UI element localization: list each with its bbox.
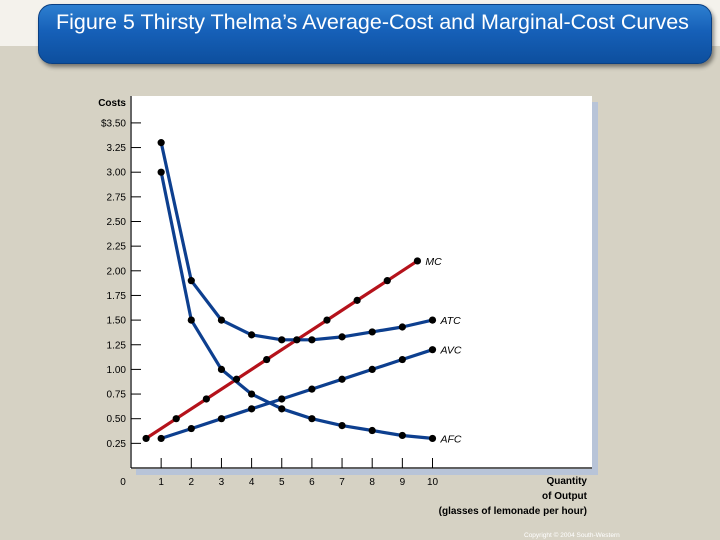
y-tick-label: 3.25: [107, 143, 127, 154]
series-label-avc: AVC: [440, 345, 462, 357]
copyright-text: Copyright © 2004 South-Western: [524, 532, 620, 539]
x-tick-label: 4: [249, 477, 255, 488]
data-point-afc: [308, 415, 316, 423]
y-axis-label: Costs: [98, 98, 126, 109]
x-tick-label: 9: [400, 477, 406, 488]
y-tick-label: 3.00: [107, 168, 127, 179]
data-point-mc: [142, 434, 150, 443]
x-tick-label: 2: [189, 477, 195, 488]
x-axis-label-line: of Output: [542, 491, 588, 502]
data-point-mc: [172, 415, 180, 423]
data-point-avc: [338, 375, 346, 383]
title-bar: [38, 4, 712, 64]
data-point-atc: [428, 316, 437, 324]
data-point-avc: [278, 395, 286, 403]
data-point-mc: [383, 277, 391, 285]
data-point-afc: [248, 390, 256, 398]
data-point-afc: [217, 365, 226, 373]
plot-panel: [130, 96, 592, 469]
y-tick-label: 0.75: [107, 390, 127, 401]
data-point-avc: [187, 424, 195, 433]
y-tick-label: 0.50: [107, 414, 127, 425]
x-axis-label-line: Quantity: [546, 476, 587, 487]
data-point-atc: [187, 277, 195, 285]
y-tick-label: 2.50: [107, 217, 127, 228]
y-tick-label: 1.75: [107, 291, 127, 302]
data-point-afc: [187, 316, 195, 324]
data-point-afc: [368, 426, 376, 435]
data-point-mc: [323, 316, 331, 324]
curves-group: [144, 141, 435, 440]
data-point-atc: [368, 328, 376, 336]
curve-afc: [159, 170, 435, 440]
data-point-atc: [157, 139, 165, 147]
series-label-afc: AFC: [440, 433, 462, 445]
x-tick-label: 0: [120, 477, 126, 488]
data-point-mc: [263, 355, 271, 364]
data-point-avc: [308, 385, 316, 393]
data-point-afc: [398, 431, 406, 440]
data-point-avc: [217, 415, 226, 423]
y-tick-label: 2.25: [107, 242, 127, 253]
data-point-mc: [293, 336, 301, 344]
x-tick-label: 3: [219, 477, 225, 488]
data-point-mc: [232, 375, 241, 383]
data-point-avc: [368, 365, 376, 373]
data-point-atc: [308, 336, 316, 344]
data-point-avc: [428, 346, 437, 354]
y-tick-label: 2.00: [107, 266, 127, 277]
y-tick-label: $3.50: [101, 118, 126, 129]
y-tick-label: 1.50: [107, 316, 127, 327]
x-tick-label: 6: [309, 477, 315, 488]
y-tick-label: 0.25: [107, 439, 127, 450]
points-group: [142, 139, 437, 443]
series-label-atc: ATC: [440, 315, 462, 327]
data-point-avc: [398, 355, 406, 364]
data-point-atc: [398, 323, 406, 331]
y-tick-label: 1.00: [107, 365, 127, 376]
labels-group: 0.25 0.50 0.75 1.00 1.25 1.50 1.75 2.00 2.25 2.50…: [98, 98, 587, 517]
y-tick-label: 2.75: [107, 192, 127, 203]
curve-mc: [144, 259, 419, 440]
x-tick-label: 8: [369, 477, 375, 488]
data-point-afc: [157, 168, 165, 176]
data-point-avc: [157, 434, 165, 443]
data-point-mc: [353, 296, 361, 304]
x-tick-label: 10: [427, 477, 439, 488]
curve-avc: [159, 348, 435, 440]
data-point-mc: [202, 395, 210, 403]
x-tick-label: 7: [339, 477, 345, 488]
slide-title: Figure 5 Thirsty Thelma’s Average-Cost a…: [56, 10, 689, 34]
data-point-afc: [278, 405, 286, 413]
data-point-avc: [248, 405, 256, 413]
series-label-mc: MC: [425, 256, 442, 268]
y-tick-label: 1.25: [107, 340, 127, 351]
data-point-mc: [413, 257, 422, 265]
x-tick-label: 1: [158, 477, 164, 488]
x-tick-label: 5: [279, 477, 285, 488]
data-point-atc: [278, 336, 286, 344]
x-axis-label-line: (glasses of lemonade per hour): [439, 506, 587, 517]
data-point-atc: [338, 333, 346, 341]
axes-group: [130, 96, 592, 469]
curve-atc: [159, 141, 435, 342]
data-point-atc: [248, 331, 256, 339]
data-point-afc: [428, 434, 437, 443]
data-point-afc: [338, 422, 346, 430]
data-point-atc: [217, 316, 226, 324]
